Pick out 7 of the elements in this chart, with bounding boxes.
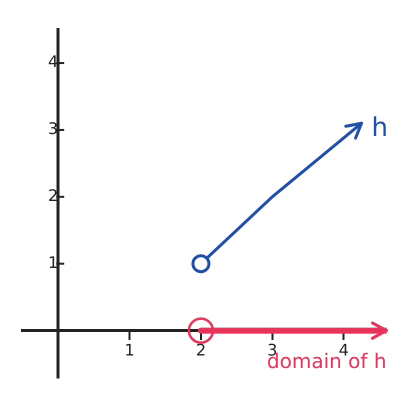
y-tick-label: 1 (48, 252, 58, 272)
legend-label: h (372, 112, 388, 143)
y-tick-label: 3 (48, 119, 58, 138)
x-tick-label: 1 (124, 340, 135, 360)
x-tick-label: 2 (196, 340, 206, 360)
y-tick-label: 4 (48, 52, 58, 72)
y-tick-label: 2 (48, 186, 58, 205)
